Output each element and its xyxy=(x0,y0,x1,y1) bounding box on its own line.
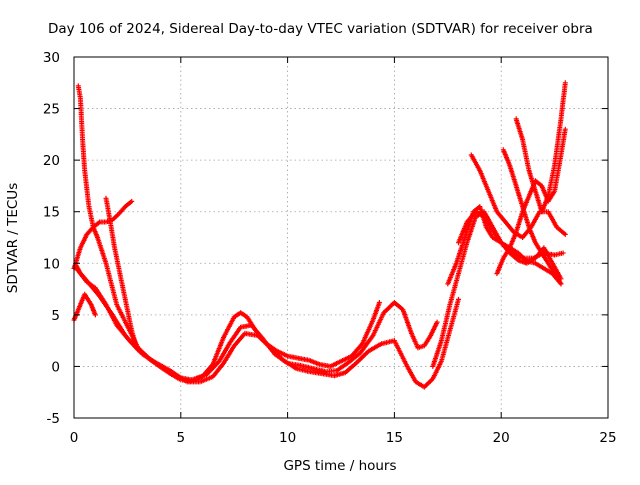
x-tick-label: 20 xyxy=(493,430,510,446)
data-points xyxy=(71,80,568,390)
y-axis-label: SDTVAR / TECUs xyxy=(5,183,21,293)
data-point-markers xyxy=(75,83,382,384)
y-tick-label: 25 xyxy=(43,102,60,118)
x-tick-label: 10 xyxy=(279,430,296,446)
data-point-markers xyxy=(430,209,566,369)
series-track-7 xyxy=(430,209,566,369)
data-point-markers xyxy=(494,126,568,277)
series-track-13 xyxy=(494,126,568,277)
x-tick-label: 15 xyxy=(386,430,403,446)
series-track-6 xyxy=(71,291,98,323)
x-tick-label: 5 xyxy=(177,430,186,446)
data-point-markers xyxy=(103,195,139,349)
chart-title: Day 106 of 2024, Sidereal Day-to-day VTE… xyxy=(48,21,593,37)
x-tick-label: 0 xyxy=(70,430,79,446)
y-tick-label: 15 xyxy=(43,205,60,221)
series-track-11 xyxy=(513,80,568,215)
data-point-markers xyxy=(71,291,98,323)
series-track-5 xyxy=(103,195,139,349)
series-track-1 xyxy=(75,83,382,384)
y-tick-label: 30 xyxy=(43,50,60,66)
x-axis-label: GPS time / hours xyxy=(283,458,396,474)
y-tick-label: -5 xyxy=(47,411,60,427)
data-point-markers xyxy=(73,262,440,383)
series-track-2 xyxy=(73,262,440,383)
y-tick-label: 10 xyxy=(43,256,60,272)
y-tick-label: 5 xyxy=(51,308,60,324)
data-point-markers xyxy=(513,80,568,215)
tick-labels: 0 5 10 15 20 25 -5 0 5 10 15 20 25 30 xyxy=(43,50,617,446)
ticks xyxy=(73,56,609,419)
x-tick-label: 25 xyxy=(599,430,616,446)
plot-frame xyxy=(73,56,609,419)
y-tick-label: 0 xyxy=(51,359,60,375)
y-tick-label: 20 xyxy=(43,153,60,169)
